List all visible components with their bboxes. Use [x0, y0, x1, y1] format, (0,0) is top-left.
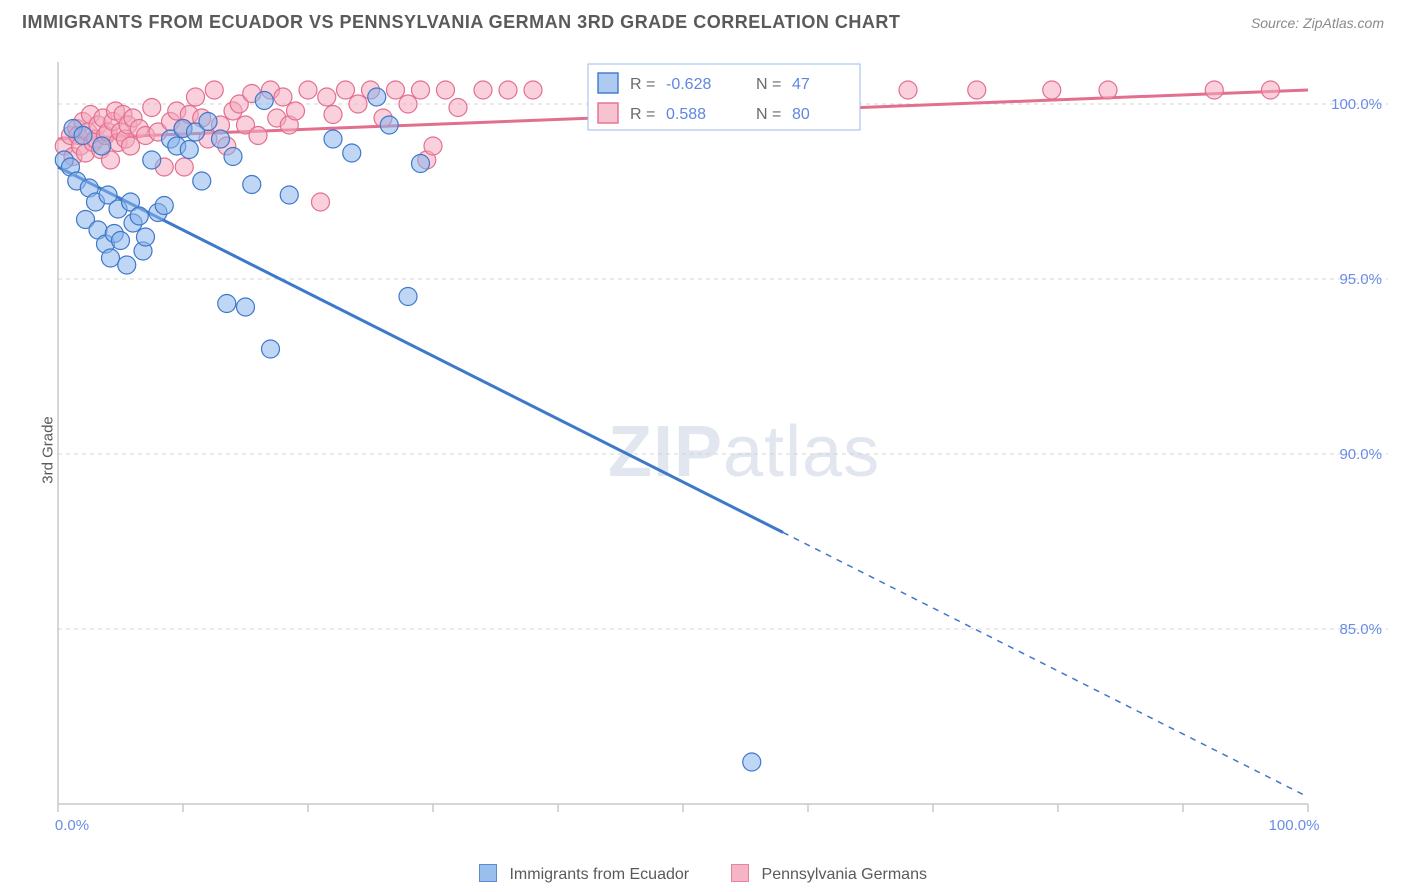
- point-pagerman: [205, 81, 223, 99]
- y-tick-label: 95.0%: [1339, 271, 1382, 288]
- point-pagerman: [287, 102, 305, 120]
- svg-text:N =: N =: [756, 106, 781, 123]
- svg-text:47: 47: [792, 76, 810, 93]
- point-pagerman: [1043, 81, 1061, 99]
- trend-line-ecuador: [58, 167, 783, 532]
- legend-label-ecuador: Immigrants from Ecuador: [509, 866, 689, 883]
- point-pagerman: [143, 99, 161, 117]
- point-ecuador: [237, 298, 255, 316]
- point-ecuador: [743, 753, 761, 771]
- point-pagerman: [968, 81, 986, 99]
- point-pagerman: [387, 81, 405, 99]
- point-ecuador: [399, 288, 417, 306]
- point-pagerman: [412, 81, 430, 99]
- point-pagerman: [312, 193, 330, 211]
- legend-label-pagerman: Pennsylvania Germans: [762, 866, 927, 883]
- point-ecuador: [255, 92, 273, 110]
- x-tick-label: 100.0%: [1269, 817, 1320, 834]
- point-ecuador: [224, 148, 242, 166]
- point-ecuador: [137, 228, 155, 246]
- point-pagerman: [299, 81, 317, 99]
- correlation-row-ecuador: R = -0.628 N = 47: [598, 73, 810, 93]
- legend-item-ecuador: Immigrants from Ecuador: [479, 864, 689, 884]
- point-ecuador: [130, 207, 148, 225]
- point-pagerman: [249, 127, 267, 145]
- chart-area: 3rd Grade ZIPatlas R =-0.628N =47R =0.58…: [48, 56, 1388, 844]
- bottom-legend: Immigrants from Ecuador Pennsylvania Ger…: [0, 864, 1406, 884]
- point-pagerman: [318, 88, 336, 106]
- point-pagerman: [437, 81, 455, 99]
- chart-title: IMMIGRANTS FROM ECUADOR VS PENNSYLVANIA …: [22, 12, 900, 33]
- point-ecuador: [380, 116, 398, 134]
- point-ecuador: [155, 197, 173, 215]
- point-ecuador: [74, 127, 92, 145]
- point-pagerman: [399, 95, 417, 113]
- point-pagerman: [499, 81, 517, 99]
- source-attribution: Source: ZipAtlas.com: [1251, 15, 1384, 31]
- svg-text:R =: R =: [630, 76, 655, 93]
- point-ecuador: [243, 176, 261, 194]
- scatter-plot: ZIPatlas R = -0.628 N = 47 R = 0.588 N = 80 85.…: [48, 56, 1388, 844]
- point-pagerman: [187, 88, 205, 106]
- point-ecuador: [218, 295, 236, 313]
- point-ecuador: [280, 186, 298, 204]
- point-ecuador: [343, 144, 361, 162]
- point-ecuador: [112, 232, 130, 250]
- point-pagerman: [424, 137, 442, 155]
- point-ecuador: [324, 130, 342, 148]
- correlation-legend: [588, 64, 860, 130]
- watermark: ZIPatlas: [608, 412, 880, 492]
- point-pagerman: [337, 81, 355, 99]
- correlation-row-pagerman: R = 0.588 N = 80: [598, 103, 810, 123]
- point-ecuador: [180, 141, 198, 159]
- trend-line-ecuador-extrapolated: [783, 532, 1308, 797]
- header: IMMIGRANTS FROM ECUADOR VS PENNSYLVANIA …: [0, 0, 1406, 41]
- point-ecuador: [93, 137, 111, 155]
- point-pagerman: [1262, 81, 1280, 99]
- svg-text:80: 80: [792, 106, 810, 123]
- point-pagerman: [899, 81, 917, 99]
- svg-text:-0.628: -0.628: [666, 76, 711, 93]
- point-pagerman: [349, 95, 367, 113]
- point-ecuador: [212, 130, 230, 148]
- legend-chip-pagerman: [731, 864, 749, 882]
- point-ecuador: [412, 155, 430, 173]
- point-pagerman: [122, 137, 140, 155]
- point-pagerman: [175, 158, 193, 176]
- point-pagerman: [449, 99, 467, 117]
- point-pagerman: [474, 81, 492, 99]
- source-name: ZipAtlas.com: [1303, 15, 1384, 31]
- svg-text:R =: R =: [630, 106, 655, 123]
- point-ecuador: [193, 172, 211, 190]
- point-ecuador: [102, 249, 120, 267]
- point-pagerman: [524, 81, 542, 99]
- legend-item-pagerman: Pennsylvania Germans: [731, 864, 927, 884]
- point-ecuador: [199, 113, 217, 131]
- point-ecuador: [368, 88, 386, 106]
- svg-text:0.588: 0.588: [666, 106, 706, 123]
- point-pagerman: [1099, 81, 1117, 99]
- y-tick-label: 100.0%: [1331, 96, 1382, 113]
- point-pagerman: [1205, 81, 1223, 99]
- point-ecuador: [118, 256, 136, 274]
- legend-chip-ecuador: [479, 864, 497, 882]
- x-tick-label: 0.0%: [55, 817, 89, 834]
- point-ecuador: [143, 151, 161, 169]
- point-pagerman: [324, 106, 342, 124]
- point-pagerman: [274, 88, 292, 106]
- y-tick-label: 90.0%: [1339, 446, 1382, 463]
- y-tick-label: 85.0%: [1339, 621, 1382, 638]
- point-ecuador: [262, 340, 280, 358]
- svg-text:N =: N =: [756, 76, 781, 93]
- source-label: Source:: [1251, 15, 1299, 31]
